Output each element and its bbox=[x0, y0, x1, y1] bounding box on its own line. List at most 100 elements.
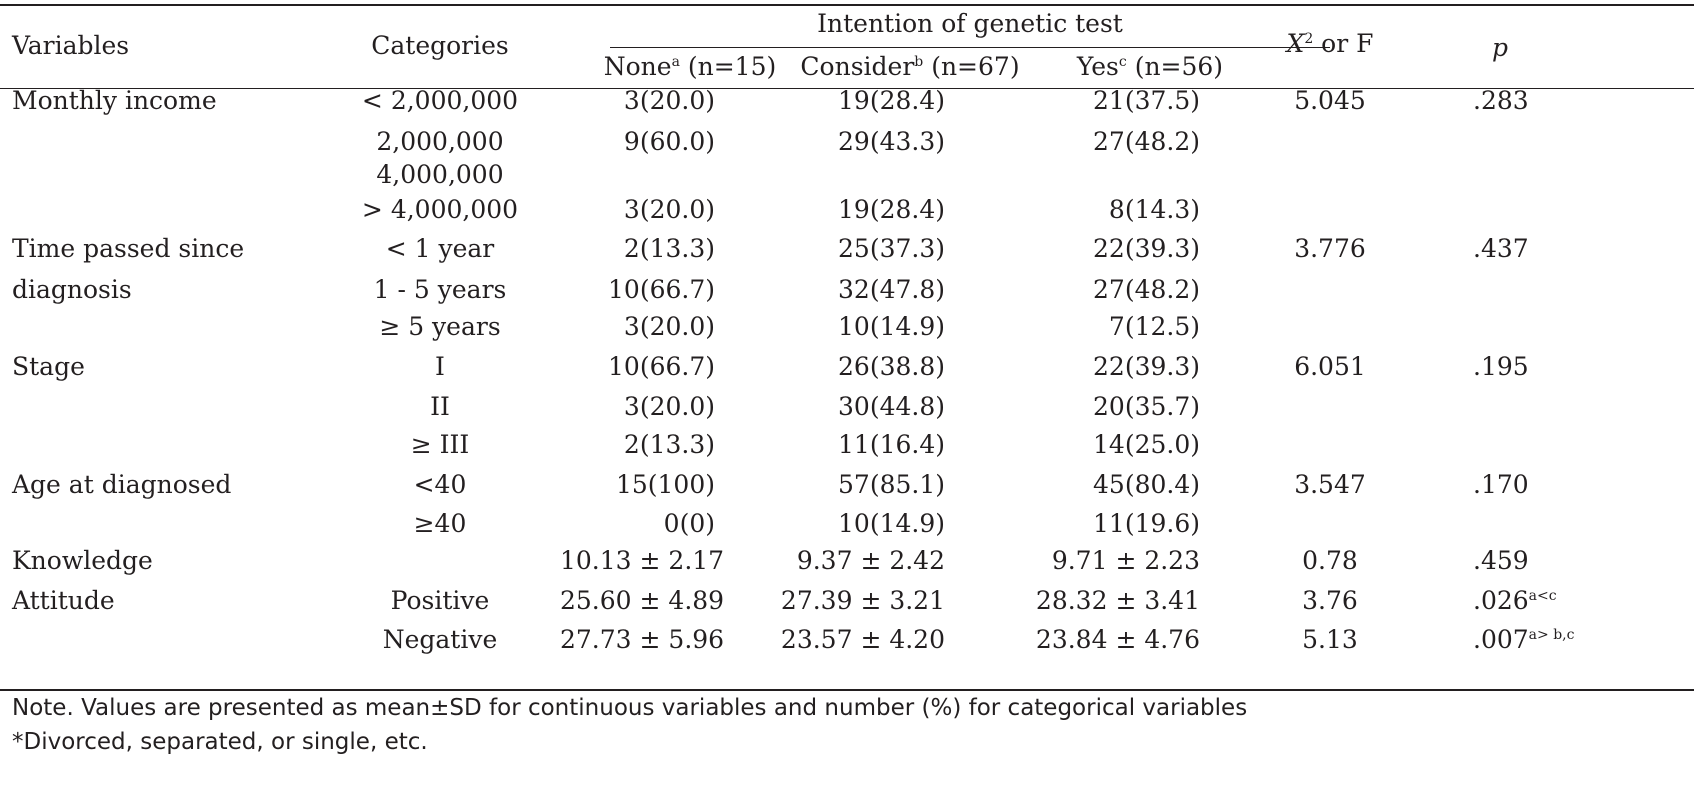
cell-consider: 25(37.3) bbox=[838, 234, 945, 263]
cell-p-value: .026a<c bbox=[1473, 586, 1557, 616]
cell-consider: 10(14.9) bbox=[838, 312, 945, 341]
cell-category: > 4,000,000 bbox=[361, 195, 519, 224]
cell-yes: 7(12.5) bbox=[1108, 312, 1200, 341]
cell-none: 15(100) bbox=[615, 470, 715, 499]
header-categories: Categories bbox=[371, 31, 509, 60]
table-note: Note. Values are presented as mean±SD fo… bbox=[12, 695, 1248, 721]
p-value-superscript: a<c bbox=[1528, 588, 1557, 604]
p-value-text: .437 bbox=[1473, 234, 1529, 263]
cell-consider: 27.39 ± 3.21 bbox=[780, 586, 945, 615]
cell-yes: 27(48.2) bbox=[1093, 275, 1200, 304]
header-col-yes: Yesc (n=56) bbox=[1076, 52, 1224, 81]
cell-none: 3(20.0) bbox=[623, 86, 715, 115]
cell-consider: 57(85.1) bbox=[838, 470, 945, 499]
cell-none: 2(13.3) bbox=[623, 430, 715, 459]
p-value-text: .007 bbox=[1473, 625, 1529, 654]
cell-none: 0(0) bbox=[663, 509, 715, 538]
table-top-rule bbox=[0, 4, 1694, 6]
cell-yes: 9.71 ± 2.23 bbox=[1051, 546, 1200, 575]
cell-yes: 22(39.3) bbox=[1093, 234, 1200, 263]
cell-category: 4,000,000 bbox=[376, 160, 504, 189]
cell-none: 3(20.0) bbox=[623, 312, 715, 341]
header-col-consider: Considerb (n=67) bbox=[800, 52, 1020, 81]
cell-statistic: 5.13 bbox=[1302, 625, 1358, 654]
cell-consider: 19(28.4) bbox=[838, 86, 945, 115]
cell-p-value: .007a> b,c bbox=[1473, 625, 1574, 655]
cell-consider: 19(28.4) bbox=[838, 195, 945, 224]
cell-none: 27.73 ± 5.96 bbox=[560, 625, 725, 654]
p-value-text: .459 bbox=[1473, 546, 1529, 575]
cell-statistic: 3.776 bbox=[1294, 234, 1366, 263]
p-value-superscript: a> b,c bbox=[1528, 627, 1575, 643]
cell-none: 3(20.0) bbox=[623, 392, 715, 421]
cell-yes: 21(37.5) bbox=[1093, 86, 1200, 115]
cell-none: 25.60 ± 4.89 bbox=[560, 586, 725, 615]
p-value-text: .170 bbox=[1473, 470, 1529, 499]
cell-statistic: 5.045 bbox=[1294, 86, 1366, 115]
cell-yes: 20(35.7) bbox=[1093, 392, 1200, 421]
cell-yes: 22(39.3) bbox=[1093, 352, 1200, 381]
cell-p-value: .195 bbox=[1473, 352, 1529, 382]
p-value-text: .026 bbox=[1473, 586, 1529, 615]
cell-variable: diagnosis bbox=[12, 275, 132, 304]
cell-category: ≥ 5 years bbox=[379, 312, 501, 341]
cell-p-value: .170 bbox=[1473, 470, 1529, 500]
cell-category: ≥40 bbox=[413, 509, 467, 538]
p-value-text: .195 bbox=[1473, 352, 1529, 381]
cell-statistic: 3.76 bbox=[1302, 586, 1358, 615]
cell-variable: Stage bbox=[12, 352, 85, 381]
cell-yes: 28.32 ± 3.41 bbox=[1035, 586, 1200, 615]
cell-yes: 23.84 ± 4.76 bbox=[1035, 625, 1200, 654]
cell-category: ≥ III bbox=[410, 430, 470, 459]
cell-yes: 45(80.4) bbox=[1093, 470, 1200, 499]
cell-statistic: 6.051 bbox=[1294, 352, 1366, 381]
cell-none: 10(66.7) bbox=[608, 275, 715, 304]
cell-none: 10.13 ± 2.17 bbox=[560, 546, 725, 575]
group-header-rule bbox=[610, 47, 1330, 48]
cell-consider: 29(43.3) bbox=[838, 127, 945, 156]
header-group-title: Intention of genetic test bbox=[817, 9, 1123, 38]
cell-variable: Time passed since bbox=[12, 234, 245, 263]
cell-variable: Age at diagnosed bbox=[12, 470, 232, 499]
cell-consider: 23.57 ± 4.20 bbox=[780, 625, 945, 654]
header-col-none: Nonea (n=15) bbox=[603, 52, 777, 81]
header-bottom-rule bbox=[0, 88, 1694, 89]
cell-consider: 32(47.8) bbox=[838, 275, 945, 304]
cell-consider: 30(44.8) bbox=[838, 392, 945, 421]
cell-category: Negative bbox=[382, 625, 498, 654]
cell-p-value: .437 bbox=[1473, 234, 1529, 264]
cell-yes: 11(19.6) bbox=[1093, 509, 1200, 538]
p-value-text: .283 bbox=[1473, 86, 1529, 115]
header-variables: Variables bbox=[12, 31, 130, 60]
cell-statistic: 0.78 bbox=[1302, 546, 1358, 575]
cell-category: 1 - 5 years bbox=[373, 275, 507, 304]
cell-yes: 14(25.0) bbox=[1093, 430, 1200, 459]
cell-consider: 11(16.4) bbox=[838, 430, 945, 459]
table-bottom-rule bbox=[0, 689, 1694, 691]
cell-statistic: 3.547 bbox=[1294, 470, 1366, 499]
table-footnote: *Divorced, separated, or single, etc. bbox=[12, 729, 428, 755]
cell-variable: Knowledge bbox=[12, 546, 153, 575]
cell-p-value: .459 bbox=[1473, 546, 1529, 576]
cell-consider: 9.37 ± 2.42 bbox=[796, 546, 945, 575]
cell-category: < 2,000,000 bbox=[361, 86, 519, 115]
cell-category: Positive bbox=[390, 586, 490, 615]
cell-none: 9(60.0) bbox=[623, 127, 715, 156]
cell-category: I bbox=[435, 352, 445, 381]
cell-none: 3(20.0) bbox=[623, 195, 715, 224]
cell-yes: 8(14.3) bbox=[1108, 195, 1200, 224]
cell-variable: Monthly income bbox=[12, 86, 217, 115]
header-statistic: X2 or F bbox=[1286, 29, 1374, 58]
cell-yes: 27(48.2) bbox=[1093, 127, 1200, 156]
cell-category: < 1 year bbox=[385, 234, 495, 263]
cell-consider: 10(14.9) bbox=[838, 509, 945, 538]
cell-category: 2,000,000 bbox=[376, 127, 504, 156]
cell-consider: 26(38.8) bbox=[838, 352, 945, 381]
cell-p-value: .283 bbox=[1473, 86, 1529, 116]
cell-category: II bbox=[430, 392, 450, 421]
cell-none: 2(13.3) bbox=[623, 234, 715, 263]
cell-variable: Attitude bbox=[12, 586, 115, 615]
cell-none: 10(66.7) bbox=[608, 352, 715, 381]
header-p: p bbox=[1491, 33, 1508, 62]
